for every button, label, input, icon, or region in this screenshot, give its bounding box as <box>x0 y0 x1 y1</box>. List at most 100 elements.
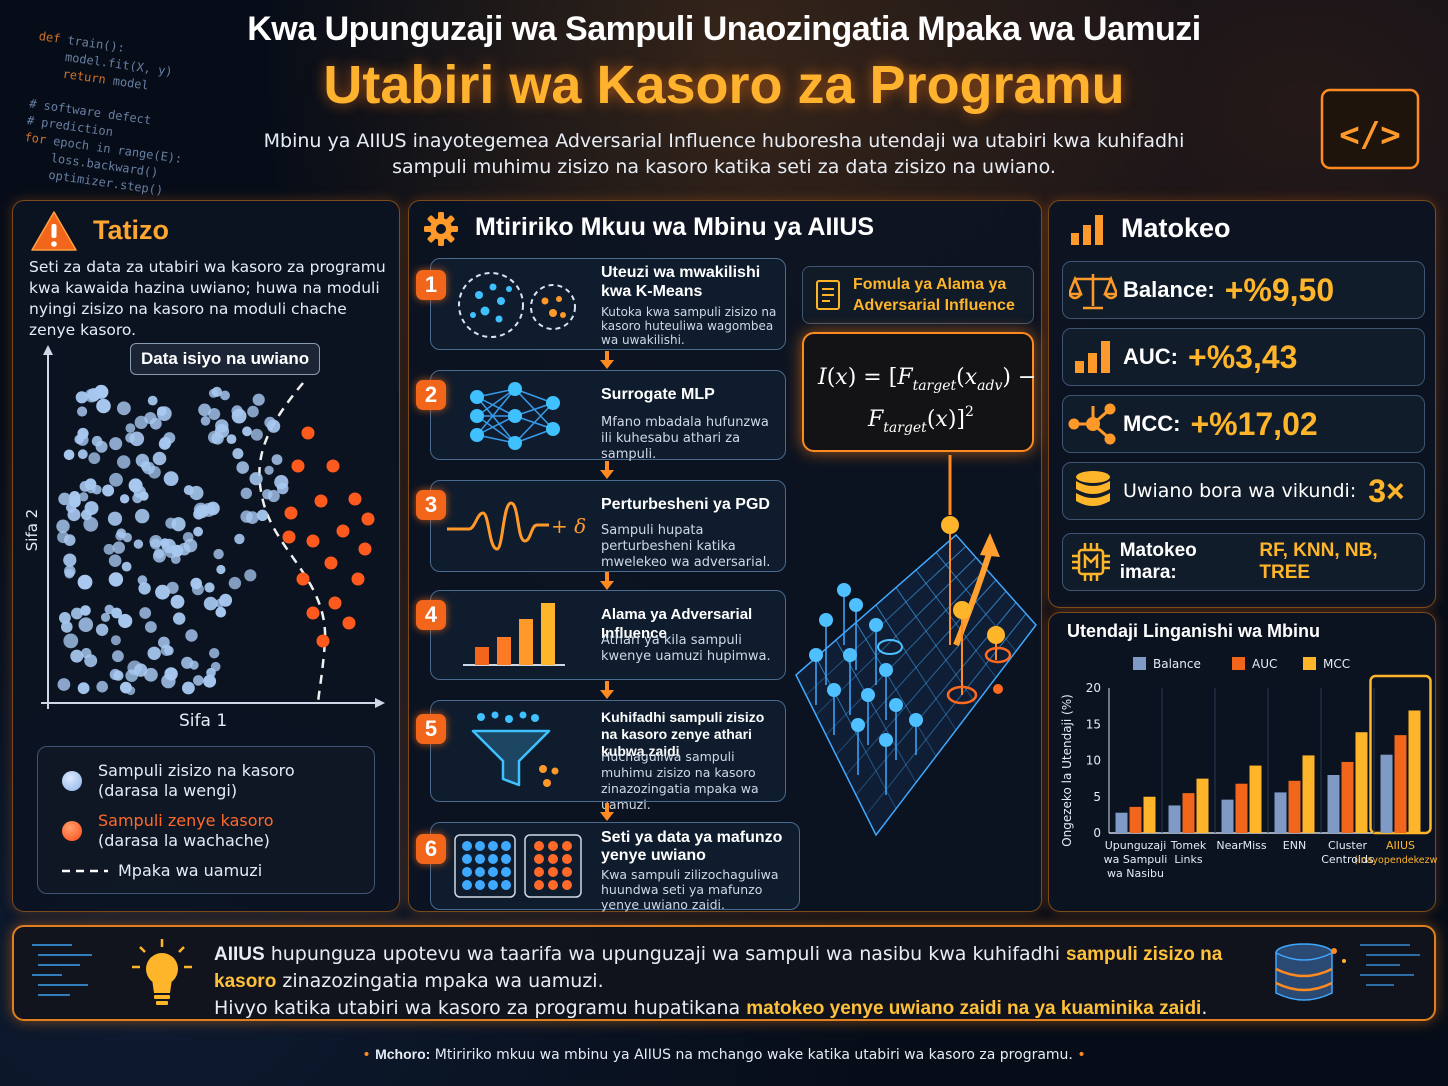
result-balance: Balance: +%9,50 <box>1062 261 1425 319</box>
step-number-5: 5 <box>416 714 446 744</box>
comparison-bar-chart: Balance AUC MCC 0 5 10 15 20 Ongezeko la Utendaj… <box>1060 657 1437 880</box>
non-defective-point <box>77 449 88 460</box>
page-subtitle: Mbinu ya AIIUS inayotegemea Adversarial … <box>263 130 1185 178</box>
non-defective-point <box>215 598 225 608</box>
bar <box>1182 793 1195 833</box>
non-defective-point <box>127 660 142 676</box>
scatter-plot <box>41 345 385 709</box>
highlight-ring <box>984 646 1012 664</box>
non-defective-point <box>96 680 108 693</box>
dataset-point <box>488 841 498 851</box>
bar <box>1408 710 1421 833</box>
defective-point <box>361 512 375 526</box>
non-defective-point <box>232 448 244 460</box>
y-tick-label: 20 <box>1086 681 1101 695</box>
legend-label: Mpaka wa uamuzi <box>118 861 263 880</box>
non-defective-point <box>139 607 152 619</box>
dataset-point <box>488 867 498 877</box>
non-defective-point <box>118 613 133 629</box>
down-arrow-icon <box>600 803 614 821</box>
non-defective-point <box>58 492 71 506</box>
non-defective-point <box>134 415 148 429</box>
non-defective-point <box>203 596 218 611</box>
bar <box>1327 775 1340 833</box>
non-defective-point <box>157 406 167 416</box>
workflow-title: Mtiririko Mkuu wa Mbinu ya AIIUS <box>475 213 875 241</box>
bar <box>1274 792 1287 833</box>
page-title-line2: Utabiri wa Kasoro za Programu <box>323 55 1125 115</box>
non-defective-point <box>120 681 132 694</box>
legend-defective: Sampuli zenye kasoro (darasa la wachache) <box>62 811 374 851</box>
summary-text: AIIUS hupunguza upotevu wa taarifa wa up… <box>214 941 1274 1022</box>
non-defective-point <box>244 569 257 582</box>
result-value: +%9,50 <box>1224 271 1335 308</box>
non-defective-point <box>144 667 158 682</box>
non-defective-point <box>145 621 157 633</box>
influence-bar-icon <box>463 603 565 666</box>
data-pin-orange <box>987 626 1005 644</box>
page-title-line1: Kwa Upunguzaji wa Sampuli Unaozingatia M… <box>247 10 1201 48</box>
non-defective-point <box>164 667 178 681</box>
non-defective-point <box>63 449 75 461</box>
data-pin-blue <box>819 613 833 627</box>
non-defective-point <box>95 440 108 453</box>
network-icon <box>1068 403 1116 445</box>
step-title: Surrogate MLP <box>601 386 715 403</box>
non-defective-point <box>70 649 84 663</box>
non-defective-point <box>107 511 123 526</box>
defective-point <box>326 459 340 473</box>
non-defective-point <box>88 452 101 465</box>
non-defective-point <box>203 674 217 688</box>
bar <box>1249 765 1262 833</box>
data-pin-orange <box>953 601 971 619</box>
non-defective-point <box>206 667 216 678</box>
results-title: Matokeo <box>1121 213 1231 243</box>
y-tick-label: 0 <box>1093 826 1101 840</box>
non-defective-point <box>220 390 230 401</box>
legend-dot-orange <box>62 821 82 841</box>
non-defective-point <box>236 461 249 474</box>
non-defective-point <box>119 494 130 504</box>
non-defective-point <box>56 519 70 533</box>
non-defective-point <box>100 612 111 622</box>
non-defective-point <box>215 606 227 618</box>
down-arrow-icon <box>600 351 614 369</box>
summary-part: zinazozingatia mpaka wa uamuzi. <box>276 970 604 992</box>
non-defective-point <box>81 647 92 659</box>
result-value: +%17,02 <box>1190 405 1318 442</box>
non-defective-point <box>104 604 115 615</box>
gear-icon <box>424 212 458 246</box>
defective-points <box>282 426 375 648</box>
non-defective-point <box>274 475 289 490</box>
y-tick-label: 5 <box>1093 790 1101 804</box>
x-tick-label: NearMiss <box>1216 839 1267 852</box>
non-defective-point <box>216 564 226 575</box>
bar <box>1235 783 1248 833</box>
non-defective-point <box>242 426 252 437</box>
chart-title: Utendaji Linganishi wa Mbinu <box>1067 621 1321 641</box>
step-desc: Mfano mbadala hufunzwa ili kuhesabu atha… <box>601 415 769 462</box>
problem-panel: Tatizo Seti za data za utabiri wa kasoro… <box>12 200 400 912</box>
x-axis-label: Sifa 1 <box>179 711 228 731</box>
data-pin-blue <box>861 688 875 702</box>
delta-label: + δ <box>551 514 586 538</box>
dataset-point <box>462 880 472 890</box>
bar <box>1143 796 1156 833</box>
defective-point <box>324 556 338 570</box>
x-tick-label: Links <box>1174 853 1203 866</box>
data-pin-orange <box>993 684 1003 694</box>
figure-caption: • Mchoro: Mtiririko mkuu wa mbinu ya AII… <box>362 1046 1086 1063</box>
non-defective-point <box>147 646 161 660</box>
non-defective-point <box>271 454 283 465</box>
x-tick-label: AIIUS <box>1386 839 1415 852</box>
highlight-ring <box>877 639 903 655</box>
x-tick-label: Tomek <box>1170 839 1207 852</box>
dataset-point <box>548 880 558 890</box>
step-number-6: 6 <box>416 834 446 864</box>
non-defective-point <box>163 471 179 486</box>
workflow-step-1: Uteuzi wa mwakilishi kwa K-Means Kutoka … <box>430 258 786 350</box>
step-desc: Huchaguliwa sampuli muhimu zisizo na kas… <box>601 749 759 812</box>
balanced-dataset-icon <box>454 834 582 898</box>
defective-point <box>336 524 350 538</box>
non-defective-point <box>84 388 99 403</box>
